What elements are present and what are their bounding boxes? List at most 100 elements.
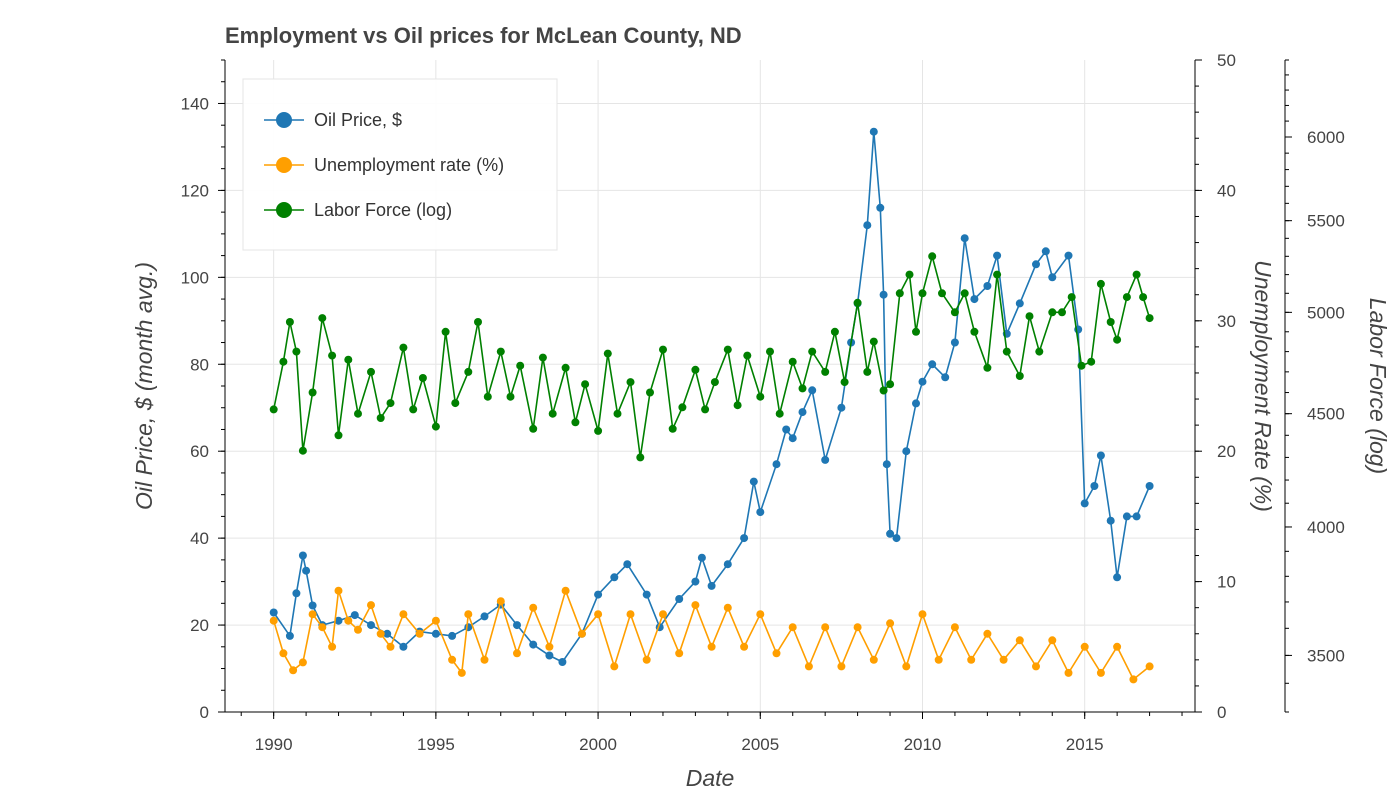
data-point: [298, 658, 307, 667]
data-point: [334, 586, 343, 595]
data-point: [334, 616, 343, 625]
data-point: [594, 590, 603, 599]
data-point: [354, 625, 362, 634]
data-point: [723, 603, 732, 612]
data-point: [1025, 312, 1034, 321]
y-right1-tick-label: 10: [1217, 573, 1236, 592]
y-left-axis-label: Oil Price, $ (month avg.): [131, 262, 157, 510]
y-right2-tick-label: 4000: [1307, 518, 1345, 537]
data-point: [1032, 662, 1040, 671]
data-point: [821, 367, 830, 376]
data-point: [892, 534, 901, 543]
data-point: [285, 318, 294, 326]
data-point: [723, 345, 732, 354]
data-point: [902, 447, 911, 456]
data-point: [399, 610, 408, 619]
data-point: [853, 298, 862, 307]
data-point: [646, 388, 654, 397]
data-point: [496, 597, 505, 606]
legend-label: Oil Price, $: [314, 110, 402, 130]
legend-swatch-marker: [276, 157, 292, 173]
data-point: [285, 631, 294, 640]
data-point: [970, 327, 979, 336]
data-point: [788, 623, 797, 632]
data-point: [1090, 482, 1099, 490]
data-point: [431, 616, 440, 625]
data-point: [561, 363, 570, 372]
data-point: [743, 351, 752, 360]
data-point: [1122, 512, 1131, 521]
y-left-tick-label: 20: [190, 616, 209, 635]
data-point: [516, 361, 525, 370]
data-point: [464, 610, 473, 619]
y-right2-tick-label: 3500: [1307, 646, 1345, 665]
data-point: [376, 414, 385, 422]
data-point: [837, 403, 846, 412]
data-point: [934, 655, 943, 664]
data-point: [594, 610, 603, 619]
data-point: [918, 377, 927, 386]
data-point: [1080, 642, 1089, 651]
grid: [225, 60, 1195, 713]
data-point: [1077, 361, 1086, 370]
data-point: [529, 640, 538, 649]
data-point: [701, 405, 710, 414]
data-point: [318, 623, 327, 632]
data-point: [581, 380, 590, 389]
data-point: [1145, 314, 1154, 323]
y-left-tick-label: 60: [190, 442, 209, 461]
series-layer: [269, 127, 1154, 684]
y-left-tick-label: 120: [181, 181, 209, 200]
data-point: [756, 508, 765, 517]
data-point: [993, 270, 1002, 279]
data-point: [1096, 668, 1105, 677]
data-point: [626, 610, 635, 619]
data-point: [830, 327, 839, 336]
data-point: [999, 655, 1008, 664]
data-point: [950, 338, 959, 347]
legend-item: Unemployment rate (%): [264, 155, 504, 175]
data-point: [756, 392, 765, 401]
legend-swatch-marker: [276, 202, 292, 218]
data-point: [298, 446, 307, 455]
data-point: [1122, 293, 1131, 302]
series-2: [269, 252, 1154, 462]
data-point: [869, 127, 878, 136]
data-point: [879, 386, 888, 395]
data-point: [1067, 293, 1076, 302]
x-tick-label: 2010: [904, 735, 942, 754]
data-point: [626, 378, 635, 387]
data-point: [1048, 308, 1057, 317]
data-point: [513, 649, 521, 658]
data-point: [1048, 273, 1057, 282]
data-point: [886, 380, 895, 389]
y-right2-tick-label: 5500: [1307, 212, 1345, 231]
series-line: [272, 253, 1151, 458]
data-point: [610, 573, 619, 582]
data-point: [1139, 293, 1148, 302]
y-left-tick-label: 0: [200, 703, 209, 722]
data-point: [707, 642, 716, 651]
data-point: [431, 629, 440, 638]
data-point: [659, 345, 667, 354]
data-point: [756, 610, 765, 619]
data-point: [328, 642, 337, 651]
data-point: [1035, 347, 1044, 356]
data-point: [457, 668, 466, 677]
data-point: [905, 270, 914, 279]
data-point: [269, 405, 278, 414]
data-point: [733, 401, 742, 410]
data-point: [1064, 668, 1073, 677]
data-point: [545, 642, 554, 651]
data-point: [912, 327, 920, 336]
series-1: [269, 586, 1154, 684]
data-point: [772, 460, 781, 469]
data-point: [740, 642, 749, 651]
data-point: [886, 529, 895, 538]
data-point: [691, 577, 700, 586]
y-left-tick-label: 100: [181, 268, 209, 287]
data-point: [367, 621, 375, 630]
data-point: [1145, 662, 1154, 671]
data-point: [529, 424, 538, 433]
